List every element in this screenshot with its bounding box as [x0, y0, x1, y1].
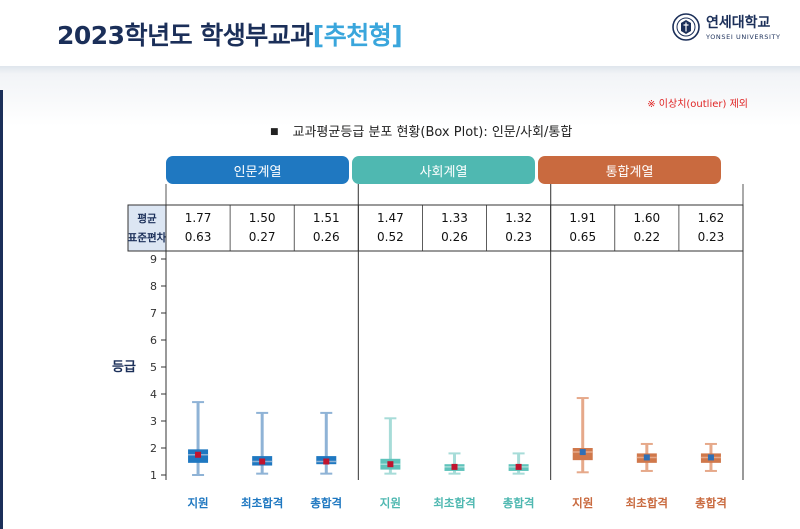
y-axis-label: 등급: [112, 360, 136, 375]
stats-mean-value: 1.62: [698, 211, 725, 225]
median-marker: [707, 454, 714, 461]
group-header-inmun: 인문계열: [166, 156, 349, 184]
y-tick-label: 8: [150, 280, 157, 293]
outlier-note: ※ 이상치(outlier) 제외: [647, 99, 748, 110]
x-category-label: 지원: [380, 496, 401, 510]
stats-label-sd: 표준편차: [128, 231, 167, 244]
stats-sd-value: 0.26: [313, 230, 340, 244]
median-marker: [579, 449, 586, 456]
y-tick-label: 5: [150, 361, 157, 374]
stats-mean-value: 1.51: [313, 211, 340, 225]
page-title-highlight: [추천형]: [312, 21, 403, 50]
y-tick-label: 2: [150, 442, 157, 455]
stats-sd-value: 0.23: [698, 230, 725, 244]
median-marker: [387, 461, 394, 468]
x-category-label: 총합격: [310, 496, 342, 510]
x-category-label: 최초합격: [433, 496, 475, 510]
stats-sd-value: 0.22: [633, 230, 660, 244]
university-seal-icon: [672, 12, 700, 41]
stats-sd-value: 0.26: [441, 230, 468, 244]
chart-subtitle-text: 교과평균등급 분포 현황(Box Plot): 인문/사회/통합: [292, 125, 573, 140]
group-header-sahoe: 사회계열: [352, 156, 535, 184]
stats-sd-value: 0.65: [569, 230, 596, 244]
stats-mean-value: 1.50: [249, 211, 276, 225]
university-logo: 연세대학교 YONSEI UNIVERSITY: [672, 12, 781, 41]
stats-label-mean: 평균: [137, 212, 157, 225]
x-category-label: 최초합격: [626, 496, 668, 510]
y-tick-label: 9: [150, 253, 157, 266]
slide-panel: [0, 66, 800, 529]
stats-mean-value: 1.47: [377, 211, 404, 225]
x-category-label: 최초합격: [241, 496, 283, 510]
stats-sd-value: 0.27: [249, 230, 276, 244]
header-bar: 2023학년도 학생부교과[추천형] 연세대학교 YONSEI UNIVERSIT…: [0, 0, 800, 64]
logo-english: YONSEI UNIVERSITY: [706, 33, 781, 41]
median-marker: [515, 463, 522, 470]
median-marker: [643, 454, 650, 461]
x-category-label: 총합격: [503, 496, 535, 510]
median-marker: [323, 458, 330, 465]
logo-korean: 연세대학교: [706, 15, 771, 31]
median-marker: [195, 451, 202, 458]
x-category-label: 지원: [187, 496, 208, 510]
y-tick-label: 6: [150, 334, 157, 347]
stats-sd-value: 0.63: [185, 230, 212, 244]
stats-mean-value: 1.60: [633, 211, 660, 225]
stats-label-cell: [127, 204, 167, 252]
group-header-tonghap: 통합계열: [538, 156, 721, 184]
stats-table: [165, 204, 744, 252]
x-category-label: 총합격: [695, 496, 727, 510]
stats-mean-value: 1.33: [441, 211, 468, 225]
stats-mean-value: 1.91: [569, 211, 596, 225]
stats-sd-value: 0.52: [377, 230, 404, 244]
y-tick-label: 1: [150, 469, 157, 482]
median-marker: [259, 458, 266, 465]
y-tick-label: 4: [150, 388, 157, 401]
median-marker: [451, 463, 458, 470]
page-title: 2023학년도 학생부교과[추천형]: [57, 21, 403, 50]
y-tick-label: 7: [150, 307, 157, 320]
stats-mean-value: 1.77: [185, 211, 212, 225]
chart-subtitle: ■ 교과평균등급 분포 현황(Box Plot): 인문/사회/통합: [270, 121, 572, 140]
slide-edge: [0, 90, 3, 529]
y-tick-label: 3: [150, 415, 157, 428]
x-category-label: 지원: [572, 496, 593, 510]
bullet-icon: ■: [270, 127, 279, 137]
stats-mean-value: 1.32: [505, 211, 532, 225]
stats-sd-value: 0.23: [505, 230, 532, 244]
